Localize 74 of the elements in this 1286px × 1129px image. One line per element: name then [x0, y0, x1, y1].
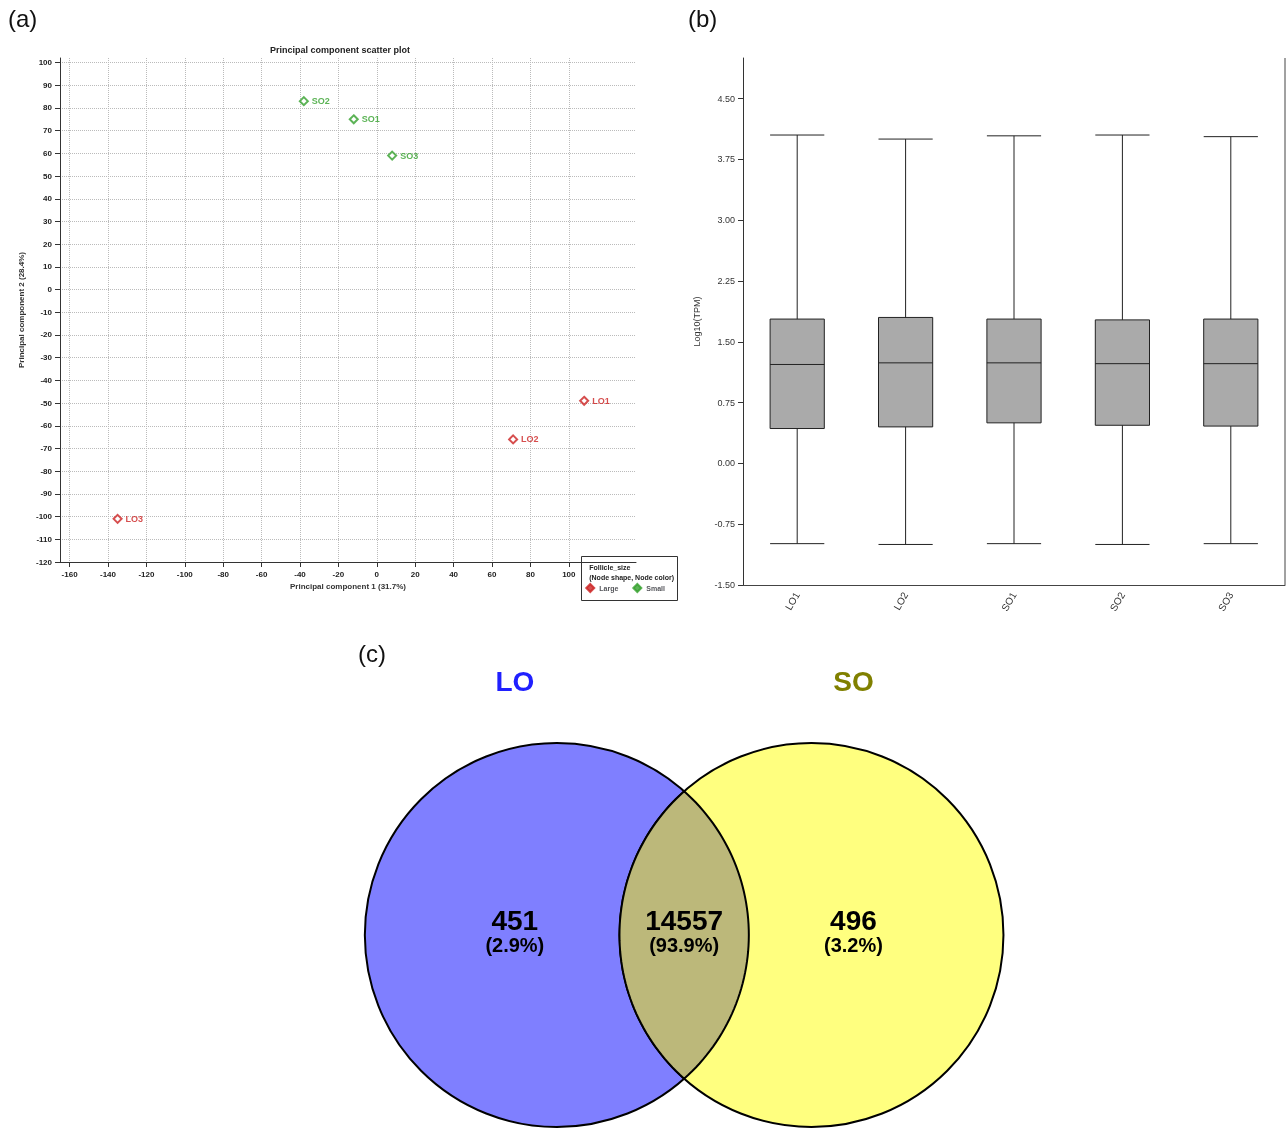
- y-tick-label: 90: [43, 80, 53, 90]
- x-tick-label: -80: [217, 569, 230, 579]
- x-axis-title: Principal component 1 (31.7%): [289, 582, 407, 592]
- y-tick-label: -10: [40, 307, 53, 317]
- data-label: 451: [491, 905, 539, 937]
- y-tick-label: -0.75: [714, 519, 735, 530]
- y-tick-label: -90: [40, 489, 53, 499]
- y-tick-label: -50: [40, 398, 53, 408]
- text: (b): [688, 4, 718, 32]
- x-tick-label: -160: [61, 569, 79, 579]
- point: [112, 513, 123, 524]
- x-tick-label: 100: [562, 569, 577, 579]
- data-label: SO3: [400, 150, 419, 161]
- x-tick-label: 40: [449, 569, 459, 579]
- y-tick-label: -1.50: [714, 580, 735, 590]
- y-tick-label: -30: [40, 353, 53, 363]
- data-label: LO1: [592, 395, 610, 406]
- y-tick-label: -20: [40, 330, 53, 340]
- y-tick-label: 2.25: [717, 275, 735, 286]
- y-tick-label: 3.75: [717, 154, 735, 165]
- y-axis-title: Log10(TPM): [691, 296, 702, 347]
- y-tick-label: 1.50: [717, 336, 735, 347]
- y-tick-label: 0.00: [717, 458, 735, 469]
- x-tick-label: -20: [332, 569, 345, 579]
- y-tick-label: -70: [40, 443, 53, 453]
- text: (2.9%): [485, 934, 545, 957]
- data-label: 496: [830, 905, 877, 937]
- y-tick-label: 40: [43, 194, 53, 204]
- y-tick-label: 80: [43, 103, 53, 113]
- y-tick-label: 50: [43, 171, 53, 181]
- point: [348, 114, 359, 125]
- y-tick-label: -120: [35, 557, 53, 567]
- x-tick-label: 20: [410, 569, 421, 579]
- category-label: LO: [495, 666, 535, 698]
- y-tick-label: 0: [47, 285, 53, 295]
- text: (93.9%): [649, 934, 720, 957]
- x-tick-label: LO1: [783, 589, 803, 613]
- y-axis-title: Principal component 2 (28.4%): [16, 251, 26, 369]
- y-tick-label: 60: [43, 148, 53, 158]
- y-tick-label: -110: [36, 534, 53, 544]
- y-tick-label: 30: [43, 216, 53, 226]
- y-tick-label: -60: [40, 421, 53, 431]
- text: (c): [358, 640, 386, 667]
- data-label: LO2: [521, 434, 539, 445]
- data-label: LO3: [125, 513, 144, 524]
- y-tick-label: -40: [40, 375, 53, 385]
- data-label: 14557: [645, 905, 724, 937]
- y-tick-label: 20: [43, 239, 53, 249]
- y-tick-label: -100: [35, 512, 53, 522]
- x-tick-label: 60: [487, 569, 497, 579]
- y-tick-label: -80: [40, 466, 53, 476]
- y-tick-label: 10: [43, 262, 53, 272]
- x-tick-label: -120: [138, 569, 155, 579]
- x-tick-label: -100: [176, 569, 194, 579]
- point: [579, 395, 590, 406]
- data-label: SO2: [311, 96, 330, 107]
- text: (a): [8, 4, 38, 32]
- point: [508, 434, 519, 445]
- x-tick-label: 0: [374, 569, 380, 579]
- data-label: SO1: [361, 114, 380, 125]
- category-label: SO: [833, 666, 874, 698]
- y-tick-label: 0.75: [717, 397, 735, 408]
- y-tick-label: 70: [43, 126, 53, 136]
- x-tick-label: -60: [255, 569, 268, 579]
- y-tick-label: 100: [38, 58, 53, 68]
- chart-title: Principal component scatter plot: [269, 44, 411, 55]
- x-tick-label: -40: [294, 569, 307, 579]
- x-tick-label: -140: [99, 569, 117, 579]
- point: [387, 150, 398, 161]
- x-tick-label: 80: [525, 569, 536, 579]
- y-tick-label: 4.50: [717, 93, 735, 104]
- point: [298, 96, 309, 107]
- y-tick-label: 3.00: [717, 215, 735, 226]
- text: (3.2%): [824, 934, 883, 957]
